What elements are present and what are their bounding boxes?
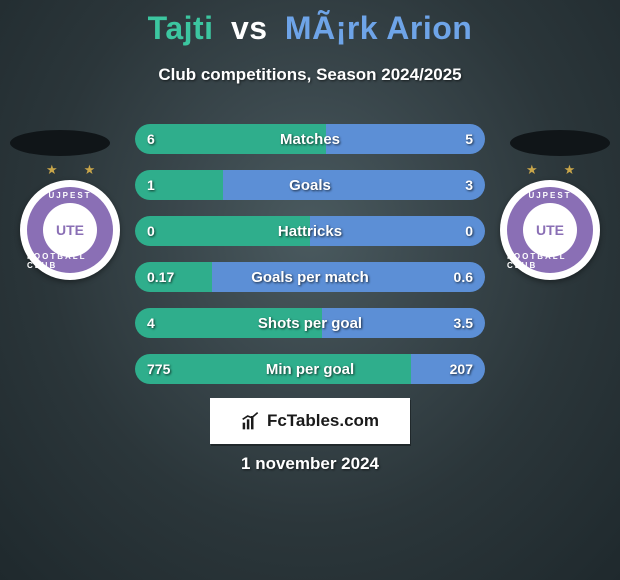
- stat-bar-right: [326, 124, 485, 154]
- stat-bar-left: [135, 216, 310, 246]
- stat-bar-left: [135, 124, 326, 154]
- club-bottom-text-left: FOOTBALL CLUB: [27, 252, 113, 270]
- brand-text: FcTables.com: [267, 411, 379, 431]
- comparison-title: Tajti vs MÃ¡rk Arion: [0, 0, 620, 47]
- stat-row: Shots per goal43.5: [135, 308, 485, 338]
- date-label: 1 november 2024: [0, 454, 620, 474]
- stat-row: Hattricks00: [135, 216, 485, 246]
- club-bottom-text-right: FOOTBALL CLUB: [507, 252, 593, 270]
- stat-bar-left: [135, 262, 212, 292]
- club-center-left: UTE: [43, 203, 97, 257]
- club-stars-right: ★★: [500, 162, 600, 178]
- club-top-text-right: UJPEST: [528, 191, 571, 200]
- player2-name: MÃ¡rk Arion: [285, 10, 472, 46]
- player1-name: Tajti: [148, 10, 214, 46]
- brand-box: FcTables.com: [210, 398, 410, 444]
- club-stars-left: ★★: [20, 162, 120, 178]
- stat-bar-left: [135, 170, 223, 200]
- stat-bar-right: [212, 262, 485, 292]
- stat-row: Min per goal775207: [135, 354, 485, 384]
- left-shadow: [10, 130, 110, 156]
- stat-bar-right: [411, 354, 485, 384]
- stat-row: Goals per match0.170.6: [135, 262, 485, 292]
- stat-bars: Matches65 Goals13 Hattricks00 Goals per mat…: [135, 124, 485, 400]
- stat-bar-right: [310, 216, 485, 246]
- vs-label: vs: [231, 10, 268, 46]
- stat-bar-left: [135, 354, 411, 384]
- right-shadow: [510, 130, 610, 156]
- club-center-right: UTE: [523, 203, 577, 257]
- subtitle: Club competitions, Season 2024/2025: [0, 65, 620, 85]
- fctables-logo-icon: [241, 411, 261, 431]
- stat-bar-right: [223, 170, 486, 200]
- player1-club-badge: ★★ UJPEST UTE FOOTBALL CLUB: [20, 180, 120, 280]
- stat-bar-left: [135, 308, 322, 338]
- player2-club-badge: ★★ UJPEST UTE FOOTBALL CLUB: [500, 180, 600, 280]
- club-top-text-left: UJPEST: [48, 191, 91, 200]
- stat-bar-right: [322, 308, 485, 338]
- stat-row: Goals13: [135, 170, 485, 200]
- stat-row: Matches65: [135, 124, 485, 154]
